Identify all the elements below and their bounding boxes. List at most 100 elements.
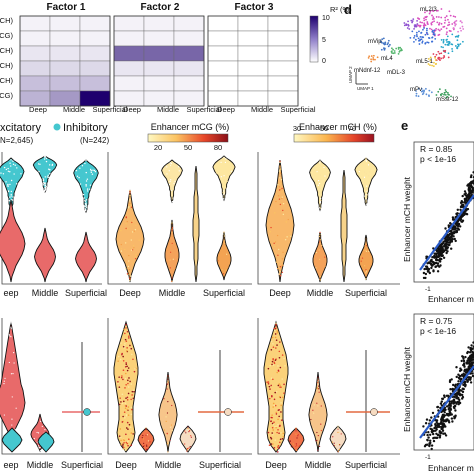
scatter-point (432, 439, 436, 443)
violin-point (90, 169, 92, 172)
heatmap-cell (49, 90, 81, 107)
umap-panel: d UMAP 2 UMAP 1 mL2/3 mVip mL4 mL5-1 mNd… (344, 2, 465, 103)
violin-point (127, 335, 130, 338)
violin (216, 231, 232, 281)
scatter-point (461, 201, 464, 204)
violin-point (281, 258, 284, 260)
scatter-point (463, 210, 466, 213)
umap-point (442, 38, 445, 41)
violin-point (123, 328, 126, 331)
violin-point (274, 359, 277, 361)
violin-point (318, 182, 321, 185)
umap-point (413, 36, 415, 39)
heatmap-cell (79, 90, 111, 107)
scatter-point (451, 400, 454, 403)
violin-point (11, 199, 14, 201)
violin-point (282, 264, 284, 266)
scatter-point (467, 196, 471, 200)
violin-point (130, 239, 132, 241)
violin-point (171, 235, 173, 238)
umap-point (429, 64, 431, 67)
violin-point (272, 358, 274, 360)
scatter-point (441, 413, 445, 417)
violin-point (278, 198, 281, 200)
violin-point (338, 431, 341, 433)
violin-point (129, 380, 131, 383)
umap-point (456, 39, 459, 42)
violin-point (16, 183, 18, 185)
scatter-point (424, 276, 427, 280)
heatmap-cell (173, 75, 205, 92)
violin-point (333, 442, 335, 444)
scatter-point (430, 264, 434, 267)
umap-point (417, 24, 419, 27)
umap-point (425, 93, 428, 96)
violin-point (363, 176, 366, 178)
violin-point (167, 378, 169, 380)
umap-point (430, 91, 433, 94)
violin-point (120, 243, 123, 246)
scatter-point (432, 261, 435, 264)
umap-point (418, 43, 421, 45)
violin (179, 425, 197, 453)
violin-point (317, 184, 319, 186)
violin-point (171, 227, 174, 229)
violin-point (128, 254, 130, 257)
heatmap-cell (143, 30, 175, 47)
heatmap-cell (207, 90, 239, 107)
violin (34, 227, 56, 283)
violin-point (120, 443, 122, 446)
umap-point (413, 35, 416, 37)
scatter-point (438, 260, 441, 263)
umap-point (428, 37, 431, 40)
violin-point (275, 347, 277, 349)
scatter-point (435, 426, 438, 430)
violin-point (322, 183, 324, 186)
violin-point (127, 428, 129, 430)
heatmap-cell (173, 60, 205, 77)
violin-point (310, 418, 312, 421)
mcg-tick: 50 (184, 143, 192, 152)
umap-point (370, 60, 373, 63)
scatter-point (450, 231, 453, 235)
violin-point (223, 193, 225, 196)
scatter-point (469, 175, 473, 179)
violin-point (187, 427, 189, 430)
scatter-point (438, 265, 441, 268)
scatter-point (461, 374, 464, 377)
violin-point (267, 382, 270, 385)
heatmap-row-labels: mCH) mCG) mCH) mCH) mCH) mCG) (0, 16, 14, 100)
violin-point (145, 427, 147, 429)
umap-point (408, 28, 411, 30)
violin-point (130, 206, 133, 208)
violin-point (5, 168, 8, 171)
violin-point (48, 176, 50, 179)
violin-point (129, 198, 131, 201)
violin-point (174, 180, 176, 182)
violin-point (323, 166, 325, 169)
violin-point (121, 353, 123, 356)
violin-point (276, 371, 279, 374)
umap-point (451, 50, 454, 53)
violin-point (125, 267, 127, 270)
scatter-point (453, 230, 456, 234)
violin-point (143, 445, 146, 447)
violin-point (275, 200, 277, 203)
violin-point (126, 350, 128, 352)
umap-point (447, 24, 449, 27)
violin-point (366, 194, 368, 196)
scatter-point (467, 356, 471, 360)
violin-point (358, 170, 360, 173)
violin-point (129, 191, 131, 193)
violin-point (319, 242, 321, 244)
violin-point (297, 434, 299, 436)
violin-point (319, 275, 322, 278)
violin-point (171, 228, 173, 230)
violin-point (324, 175, 326, 177)
violin-point (317, 162, 320, 164)
violin-point (317, 251, 320, 253)
umap-point (409, 36, 412, 39)
violin-point (76, 175, 79, 178)
heatmap-cell (207, 75, 239, 92)
scatter-point (456, 383, 459, 386)
